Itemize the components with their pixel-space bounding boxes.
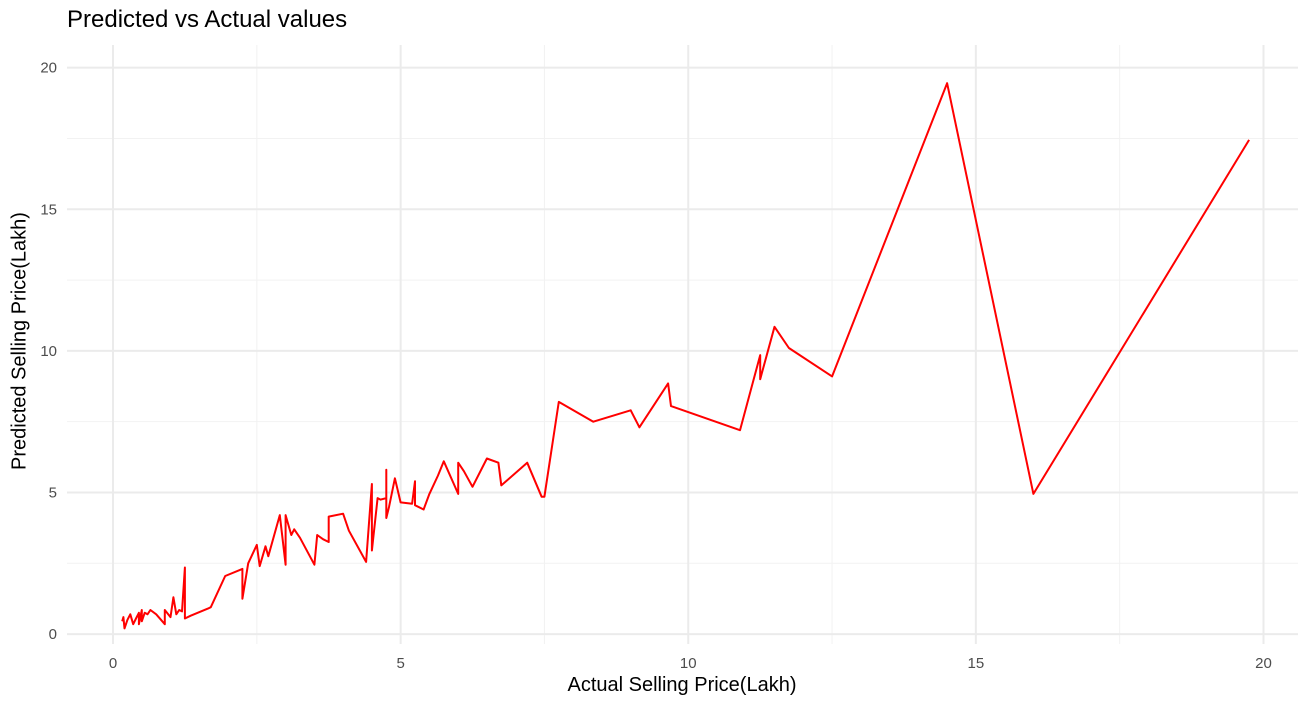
chart-title: Predicted vs Actual values	[67, 6, 348, 33]
x-tick-label: 5	[396, 655, 404, 672]
y-tick-label: 15	[40, 201, 57, 218]
x-axis-ticks: 0 5 10 15 20	[109, 655, 1272, 672]
series-line	[121, 82, 1250, 630]
major-grid	[67, 45, 1298, 644]
y-tick-label: 0	[49, 626, 57, 643]
x-tick-label: 15	[968, 655, 985, 672]
y-axis-ticks: 0 5 10 15 20	[40, 60, 57, 643]
minor-grid	[67, 45, 1298, 644]
y-tick-label: 5	[49, 484, 57, 501]
x-tick-label: 10	[680, 655, 697, 672]
y-tick-label: 10	[40, 343, 57, 360]
x-tick-label: 20	[1255, 655, 1272, 672]
y-tick-label: 20	[40, 60, 57, 77]
x-tick-label: 0	[109, 655, 117, 672]
y-axis-title: Predicted Selling Price(Lakh)	[8, 212, 31, 470]
x-axis-title: Actual Selling Price(Lakh)	[567, 674, 797, 696]
